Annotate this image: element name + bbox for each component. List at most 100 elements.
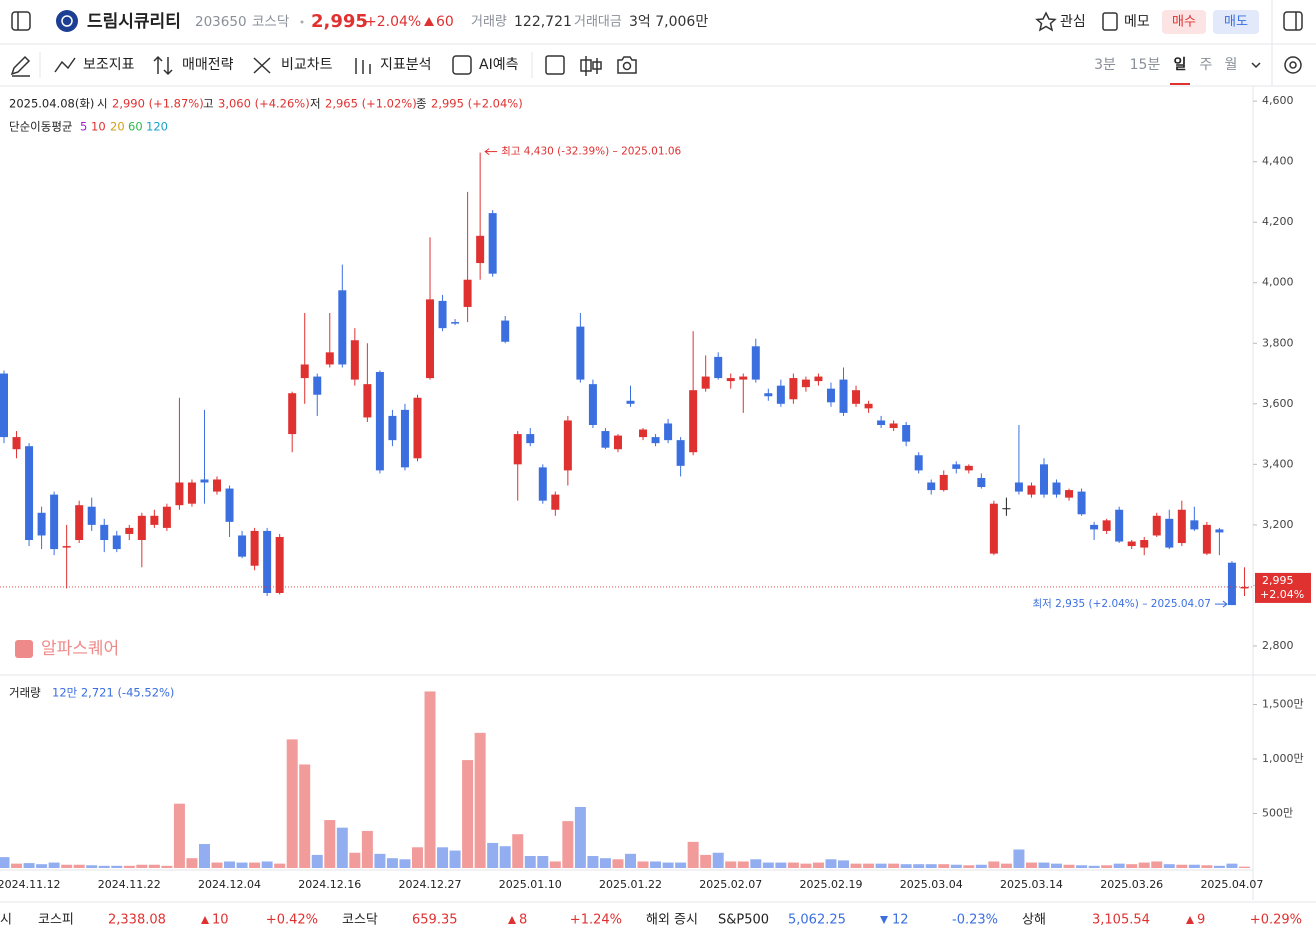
candle-body: [726, 378, 735, 382]
candle-body: [225, 488, 234, 522]
footer-label: 해외 증시: [646, 913, 698, 928]
candle-body: [62, 546, 71, 548]
period-button[interactable]: 15분: [1130, 57, 1161, 73]
volume-bar: [725, 861, 737, 868]
volume-pane-value: 12만 2,721 (-45.52%): [52, 686, 174, 700]
candle-body: [363, 384, 372, 418]
candle-body: [977, 477, 986, 488]
volume-bar: [750, 859, 762, 868]
dropdown-icon[interactable]: [1251, 62, 1261, 69]
volume-bar: [650, 861, 662, 868]
volume-bar: [599, 858, 611, 868]
volume-bar: [1226, 863, 1238, 868]
candle-body: [814, 376, 823, 382]
indicators-button[interactable]: 보조지표: [83, 57, 135, 73]
index-value: 3,105.54: [1092, 913, 1150, 928]
compare-button[interactable]: 비교차트: [281, 57, 333, 73]
info-low: 2,965 (+1.02%): [325, 97, 417, 111]
sidebar-toggle[interactable]: [11, 11, 31, 31]
shape-icon[interactable]: [545, 55, 565, 75]
period-button[interactable]: 주: [1200, 57, 1213, 73]
info-high: 3,060 (+4.26%): [218, 97, 310, 111]
ma-period: 20: [110, 120, 125, 134]
candle-body: [764, 393, 773, 397]
panel-toggle[interactable]: [1283, 11, 1303, 31]
high-annotation: 최고 4,430 (-32.39%) – 2025.01.06: [501, 146, 681, 158]
memo-icon[interactable]: [1102, 12, 1118, 31]
volume-bar: [1063, 864, 1075, 868]
x-tick-label: 2025.02.19: [799, 878, 862, 891]
x-tick-label: 2024.12.04: [198, 878, 261, 891]
volume-bar: [512, 834, 524, 868]
volume-bar: [23, 863, 35, 868]
period-button[interactable]: 일: [1174, 57, 1187, 73]
volume-bar: [875, 863, 887, 868]
period-button[interactable]: 3분: [1094, 57, 1116, 73]
candle-body: [676, 440, 685, 466]
buy-button[interactable]: [1162, 10, 1206, 34]
volume-bar: [1000, 863, 1012, 868]
candle-body: [1127, 541, 1136, 547]
candle-body: [1115, 509, 1124, 542]
settings-center: [1289, 61, 1297, 69]
info-label: 시: [97, 97, 108, 111]
index-value: 5,062.25: [788, 913, 846, 928]
analysis-button[interactable]: 지표분석: [380, 57, 432, 73]
memo-button[interactable]: 메모: [1124, 14, 1150, 30]
sell-button[interactable]: [1213, 10, 1259, 34]
index-name: S&P500: [718, 913, 769, 928]
volume-bar: [863, 863, 875, 868]
draw-icon[interactable]: [10, 55, 31, 77]
candle-body: [714, 356, 723, 379]
candle-body: [451, 322, 460, 324]
info-label: 고: [203, 97, 214, 111]
candle-body: [789, 378, 798, 400]
volume-bar: [336, 827, 348, 868]
watch-button[interactable]: 관심: [1060, 14, 1086, 30]
down-triangle: [880, 916, 888, 924]
volume-bar: [562, 821, 574, 868]
volume-bar: [274, 863, 286, 868]
volume-bar: [48, 862, 60, 868]
watermark: 알파스퀘어: [41, 639, 119, 659]
settings-icon[interactable]: [1284, 56, 1302, 74]
candle-body: [426, 299, 435, 379]
volume-bar: [474, 732, 486, 868]
candle-body: [488, 213, 497, 274]
camera-icon[interactable]: [617, 56, 637, 74]
candle-body: [1240, 586, 1249, 589]
buy-label: 매수: [1172, 15, 1196, 30]
star-icon[interactable]: [1035, 11, 1057, 32]
volume-bar: [950, 864, 962, 868]
volume-bar: [800, 863, 812, 868]
volume-bar: [386, 858, 398, 868]
ma-period: 60: [128, 120, 143, 134]
strategy-button[interactable]: 매매전략: [182, 57, 234, 73]
volume-bar: [299, 764, 311, 868]
volume-bar: [712, 852, 724, 868]
x-tick-label: 2025.02.07: [699, 878, 762, 891]
chart-type-icon[interactable]: [580, 56, 602, 76]
candle-body: [1002, 508, 1011, 510]
volume-bar: [762, 862, 774, 868]
candle-body: [952, 464, 961, 469]
candle-body: [200, 479, 209, 483]
volume-bar: [211, 862, 223, 868]
volume-bar: [0, 857, 10, 868]
volume-bar: [1176, 864, 1188, 868]
ai-button[interactable]: AI예측: [479, 57, 519, 73]
period-button[interactable]: 월: [1225, 57, 1238, 73]
volume-bar: [399, 859, 411, 868]
candle-body: [1039, 464, 1048, 495]
index-name: 코스피: [38, 913, 74, 928]
volume-bar: [449, 850, 461, 868]
candle-body: [501, 320, 510, 342]
volume-bar: [1013, 849, 1025, 868]
y-tick-label: 4,000: [1262, 276, 1294, 289]
volume-bar: [349, 852, 361, 868]
candle-body: [939, 474, 948, 491]
candle-body: [613, 435, 622, 450]
volume-bar: [662, 862, 674, 868]
index-change: 8: [519, 913, 527, 928]
candle-body: [1177, 509, 1186, 544]
